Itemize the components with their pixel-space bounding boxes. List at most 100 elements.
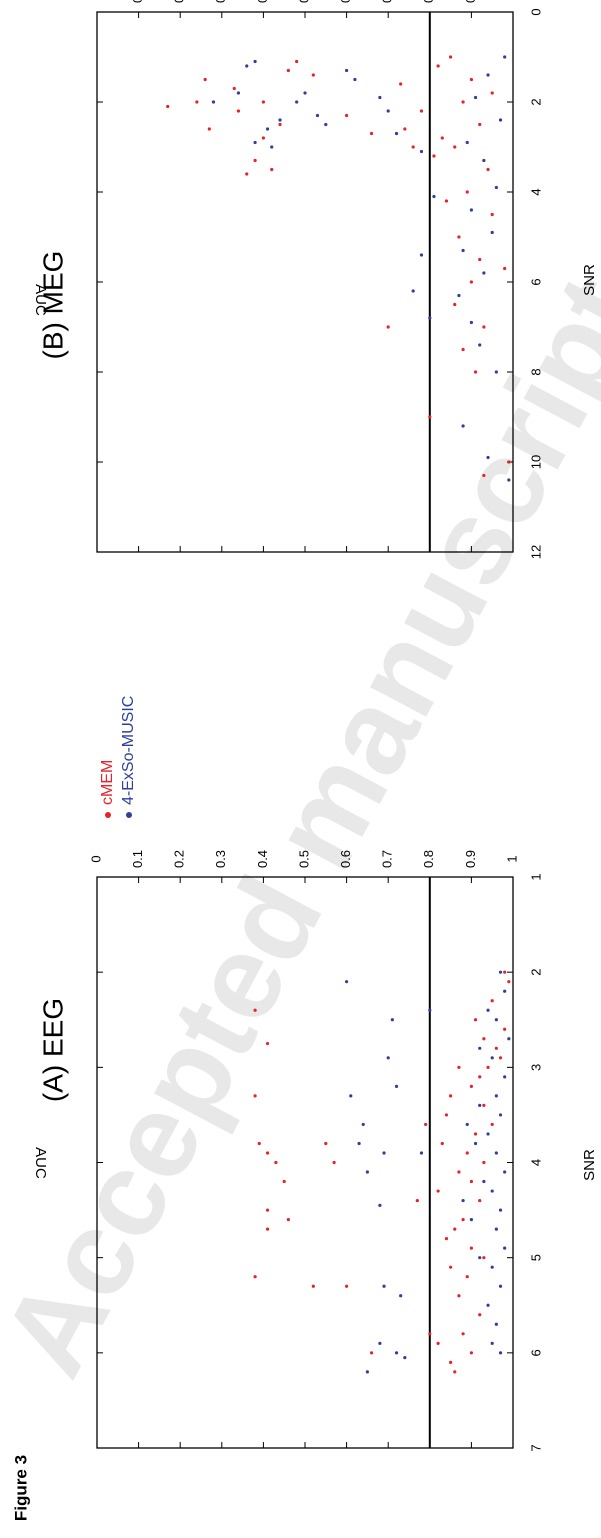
data-point bbox=[490, 999, 494, 1003]
data-point bbox=[369, 1351, 374, 1355]
data-point bbox=[482, 1256, 486, 1260]
data-point bbox=[394, 131, 399, 136]
data-point bbox=[324, 1141, 328, 1146]
data-point bbox=[265, 127, 270, 131]
data-point bbox=[486, 73, 490, 77]
y-tick-label: 0.7 bbox=[380, 850, 395, 868]
data-point bbox=[211, 100, 216, 104]
data-point bbox=[345, 113, 349, 118]
x-tick-label: 4 bbox=[528, 188, 543, 195]
data-point bbox=[490, 1056, 494, 1060]
legend: cMEM 4-ExSo-MUSIC bbox=[99, 696, 137, 818]
data-point bbox=[324, 122, 328, 127]
data-point bbox=[482, 158, 486, 163]
data-point bbox=[265, 1227, 270, 1231]
y-tick-label: 0.1 bbox=[130, 850, 145, 868]
panel-title: (A) EEG bbox=[37, 998, 68, 1102]
data-point bbox=[486, 1132, 490, 1136]
data-point bbox=[203, 77, 207, 82]
data-point bbox=[465, 1151, 469, 1155]
data-point bbox=[315, 113, 320, 118]
data-point bbox=[503, 266, 507, 271]
data-point bbox=[482, 1160, 486, 1165]
data-point bbox=[265, 1208, 270, 1212]
x-tick-label: 2 bbox=[528, 98, 543, 105]
data-point bbox=[253, 1094, 257, 1098]
data-point bbox=[345, 980, 349, 984]
data-point bbox=[498, 1113, 503, 1117]
figure-label: Figure 3 bbox=[11, 1455, 30, 1521]
x-tick-label: 10 bbox=[528, 455, 543, 469]
data-point bbox=[245, 64, 249, 68]
data-point bbox=[261, 136, 265, 140]
data-point bbox=[503, 989, 507, 993]
data-point bbox=[457, 1294, 461, 1298]
data-point bbox=[469, 320, 473, 325]
data-point bbox=[498, 1284, 503, 1288]
data-point bbox=[494, 1046, 498, 1050]
data-point bbox=[166, 104, 170, 109]
x-axis-label: SNR bbox=[581, 1149, 598, 1181]
data-point bbox=[369, 131, 374, 136]
data-point bbox=[353, 77, 357, 82]
data-point bbox=[507, 1037, 511, 1041]
data-point bbox=[270, 145, 274, 149]
data-point bbox=[449, 1265, 453, 1269]
watermark: Accepted manuscript bbox=[0, 255, 601, 1395]
data-point bbox=[486, 1065, 490, 1069]
data-point bbox=[253, 1008, 257, 1012]
data-point bbox=[494, 1151, 498, 1155]
data-point bbox=[478, 257, 482, 262]
y-tick-label: 0 bbox=[88, 855, 103, 862]
data-point bbox=[274, 1160, 278, 1165]
data-point bbox=[457, 293, 461, 298]
y-tick-label: 0.2 bbox=[172, 0, 187, 3]
data-point bbox=[473, 1018, 478, 1022]
data-point bbox=[482, 473, 486, 478]
panel-title: (B) MEG bbox=[37, 251, 68, 360]
data-point bbox=[461, 347, 465, 352]
data-point bbox=[453, 302, 457, 307]
data-point bbox=[349, 1094, 353, 1098]
data-point bbox=[490, 230, 494, 235]
legend-marker bbox=[105, 812, 111, 818]
panel-meg: 00.10.20.30.40.50.60.70.80.91024681012SN… bbox=[32, 0, 598, 559]
y-tick-label: 0.3 bbox=[213, 850, 228, 868]
data-point bbox=[503, 1246, 507, 1250]
series-cmem bbox=[166, 55, 511, 478]
data-point bbox=[478, 1046, 482, 1050]
data-point bbox=[295, 59, 299, 64]
x-tick-label: 0 bbox=[528, 8, 543, 15]
data-point bbox=[394, 1351, 399, 1355]
data-point bbox=[486, 1008, 490, 1012]
data-point bbox=[478, 1103, 482, 1107]
data-point bbox=[494, 1322, 498, 1326]
data-point bbox=[449, 1360, 453, 1364]
series-exso bbox=[345, 970, 511, 1374]
data-point bbox=[365, 1370, 369, 1374]
data-point bbox=[498, 1351, 503, 1355]
data-point bbox=[490, 212, 494, 217]
y-tick-label: 0.2 bbox=[172, 850, 187, 868]
data-point bbox=[465, 190, 469, 194]
data-point bbox=[386, 109, 390, 113]
x-tick-label: 8 bbox=[528, 368, 543, 375]
data-point bbox=[378, 1203, 382, 1207]
data-point bbox=[478, 1313, 482, 1317]
data-point bbox=[453, 1370, 457, 1374]
data-point bbox=[245, 172, 249, 176]
data-point bbox=[444, 1113, 449, 1117]
x-tick-label: 6 bbox=[528, 1349, 543, 1356]
data-point bbox=[295, 100, 299, 104]
data-point bbox=[415, 1198, 419, 1203]
watermark-text: Accepted manuscript bbox=[0, 255, 601, 1395]
data-point bbox=[457, 1065, 461, 1069]
data-point bbox=[286, 1218, 290, 1222]
data-point bbox=[436, 64, 440, 68]
data-point bbox=[478, 1075, 482, 1079]
panel-eeg: 0 0.1 0.2 0.3 0.4 0.5 0.6 0.7 0.8 0.9 1 1 2 3 4 5 6 7 SNR A… bbox=[32, 850, 598, 1452]
data-point bbox=[449, 1094, 453, 1098]
data-point bbox=[465, 140, 469, 145]
data-point bbox=[486, 1303, 490, 1307]
